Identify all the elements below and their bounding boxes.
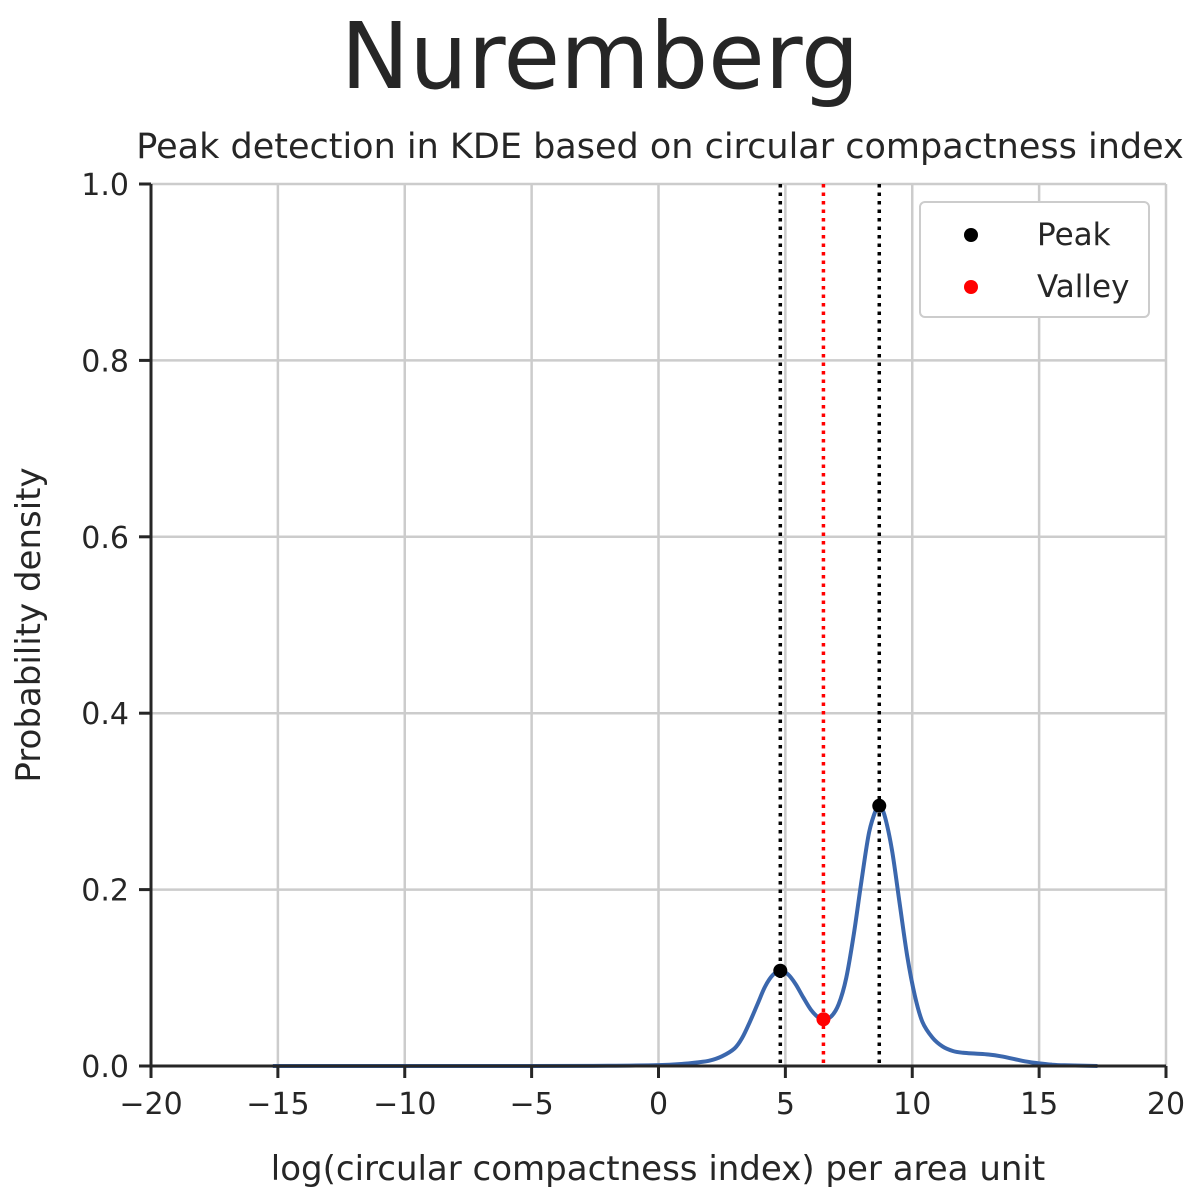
legend: Peak Valley: [919, 201, 1150, 318]
peak-marker: [773, 963, 788, 978]
y-tick-label: 0.0: [81, 1050, 129, 1085]
legend-peak-marker: [964, 228, 978, 242]
chart-title: Peak detection in KDE based on circular …: [136, 127, 1183, 167]
marker-lines: [778, 184, 882, 1066]
x-tick-labels: −20 −15 −10 −5 0 5 10 15 20: [119, 1087, 1185, 1122]
x-tick-label: 0: [649, 1087, 668, 1122]
legend-valley-label: Valley: [1037, 269, 1129, 305]
legend-peak-label: Peak: [1037, 217, 1111, 253]
x-tick-label: 5: [776, 1087, 795, 1122]
y-axis-label: Probability density: [9, 467, 49, 782]
x-axis-label: log(circular compactness index) per area…: [271, 1149, 1045, 1189]
grid-lines: [151, 182, 1168, 1066]
kde-curve: [272, 802, 1098, 1069]
y-tick-label: 0.8: [81, 344, 129, 379]
kde-series: [272, 802, 1098, 1069]
y-tick-label: 0.4: [81, 697, 129, 732]
figure-suptitle: Nuremberg: [341, 3, 860, 110]
x-tick-label: −20: [119, 1087, 182, 1122]
point-markers: [773, 798, 887, 1027]
x-tick-label: −15: [246, 1087, 309, 1122]
y-tick-labels: 0.0 0.2 0.4 0.6 0.8 1.0: [81, 168, 129, 1085]
y-tick-label: 0.2: [81, 874, 129, 909]
x-tick-label: 10: [893, 1087, 931, 1122]
x-tick-label: 20: [1147, 1087, 1185, 1122]
x-tick-label: −5: [510, 1087, 554, 1122]
peak-marker: [872, 798, 887, 813]
axes: [139, 182, 1168, 1078]
y-tick-label: 1.0: [81, 168, 129, 203]
valley-marker: [816, 1012, 831, 1027]
y-tick-label: 0.6: [81, 521, 129, 556]
x-tick-label: 15: [1020, 1087, 1058, 1122]
x-tick-label: −10: [373, 1087, 436, 1122]
legend-valley-marker: [964, 280, 978, 294]
